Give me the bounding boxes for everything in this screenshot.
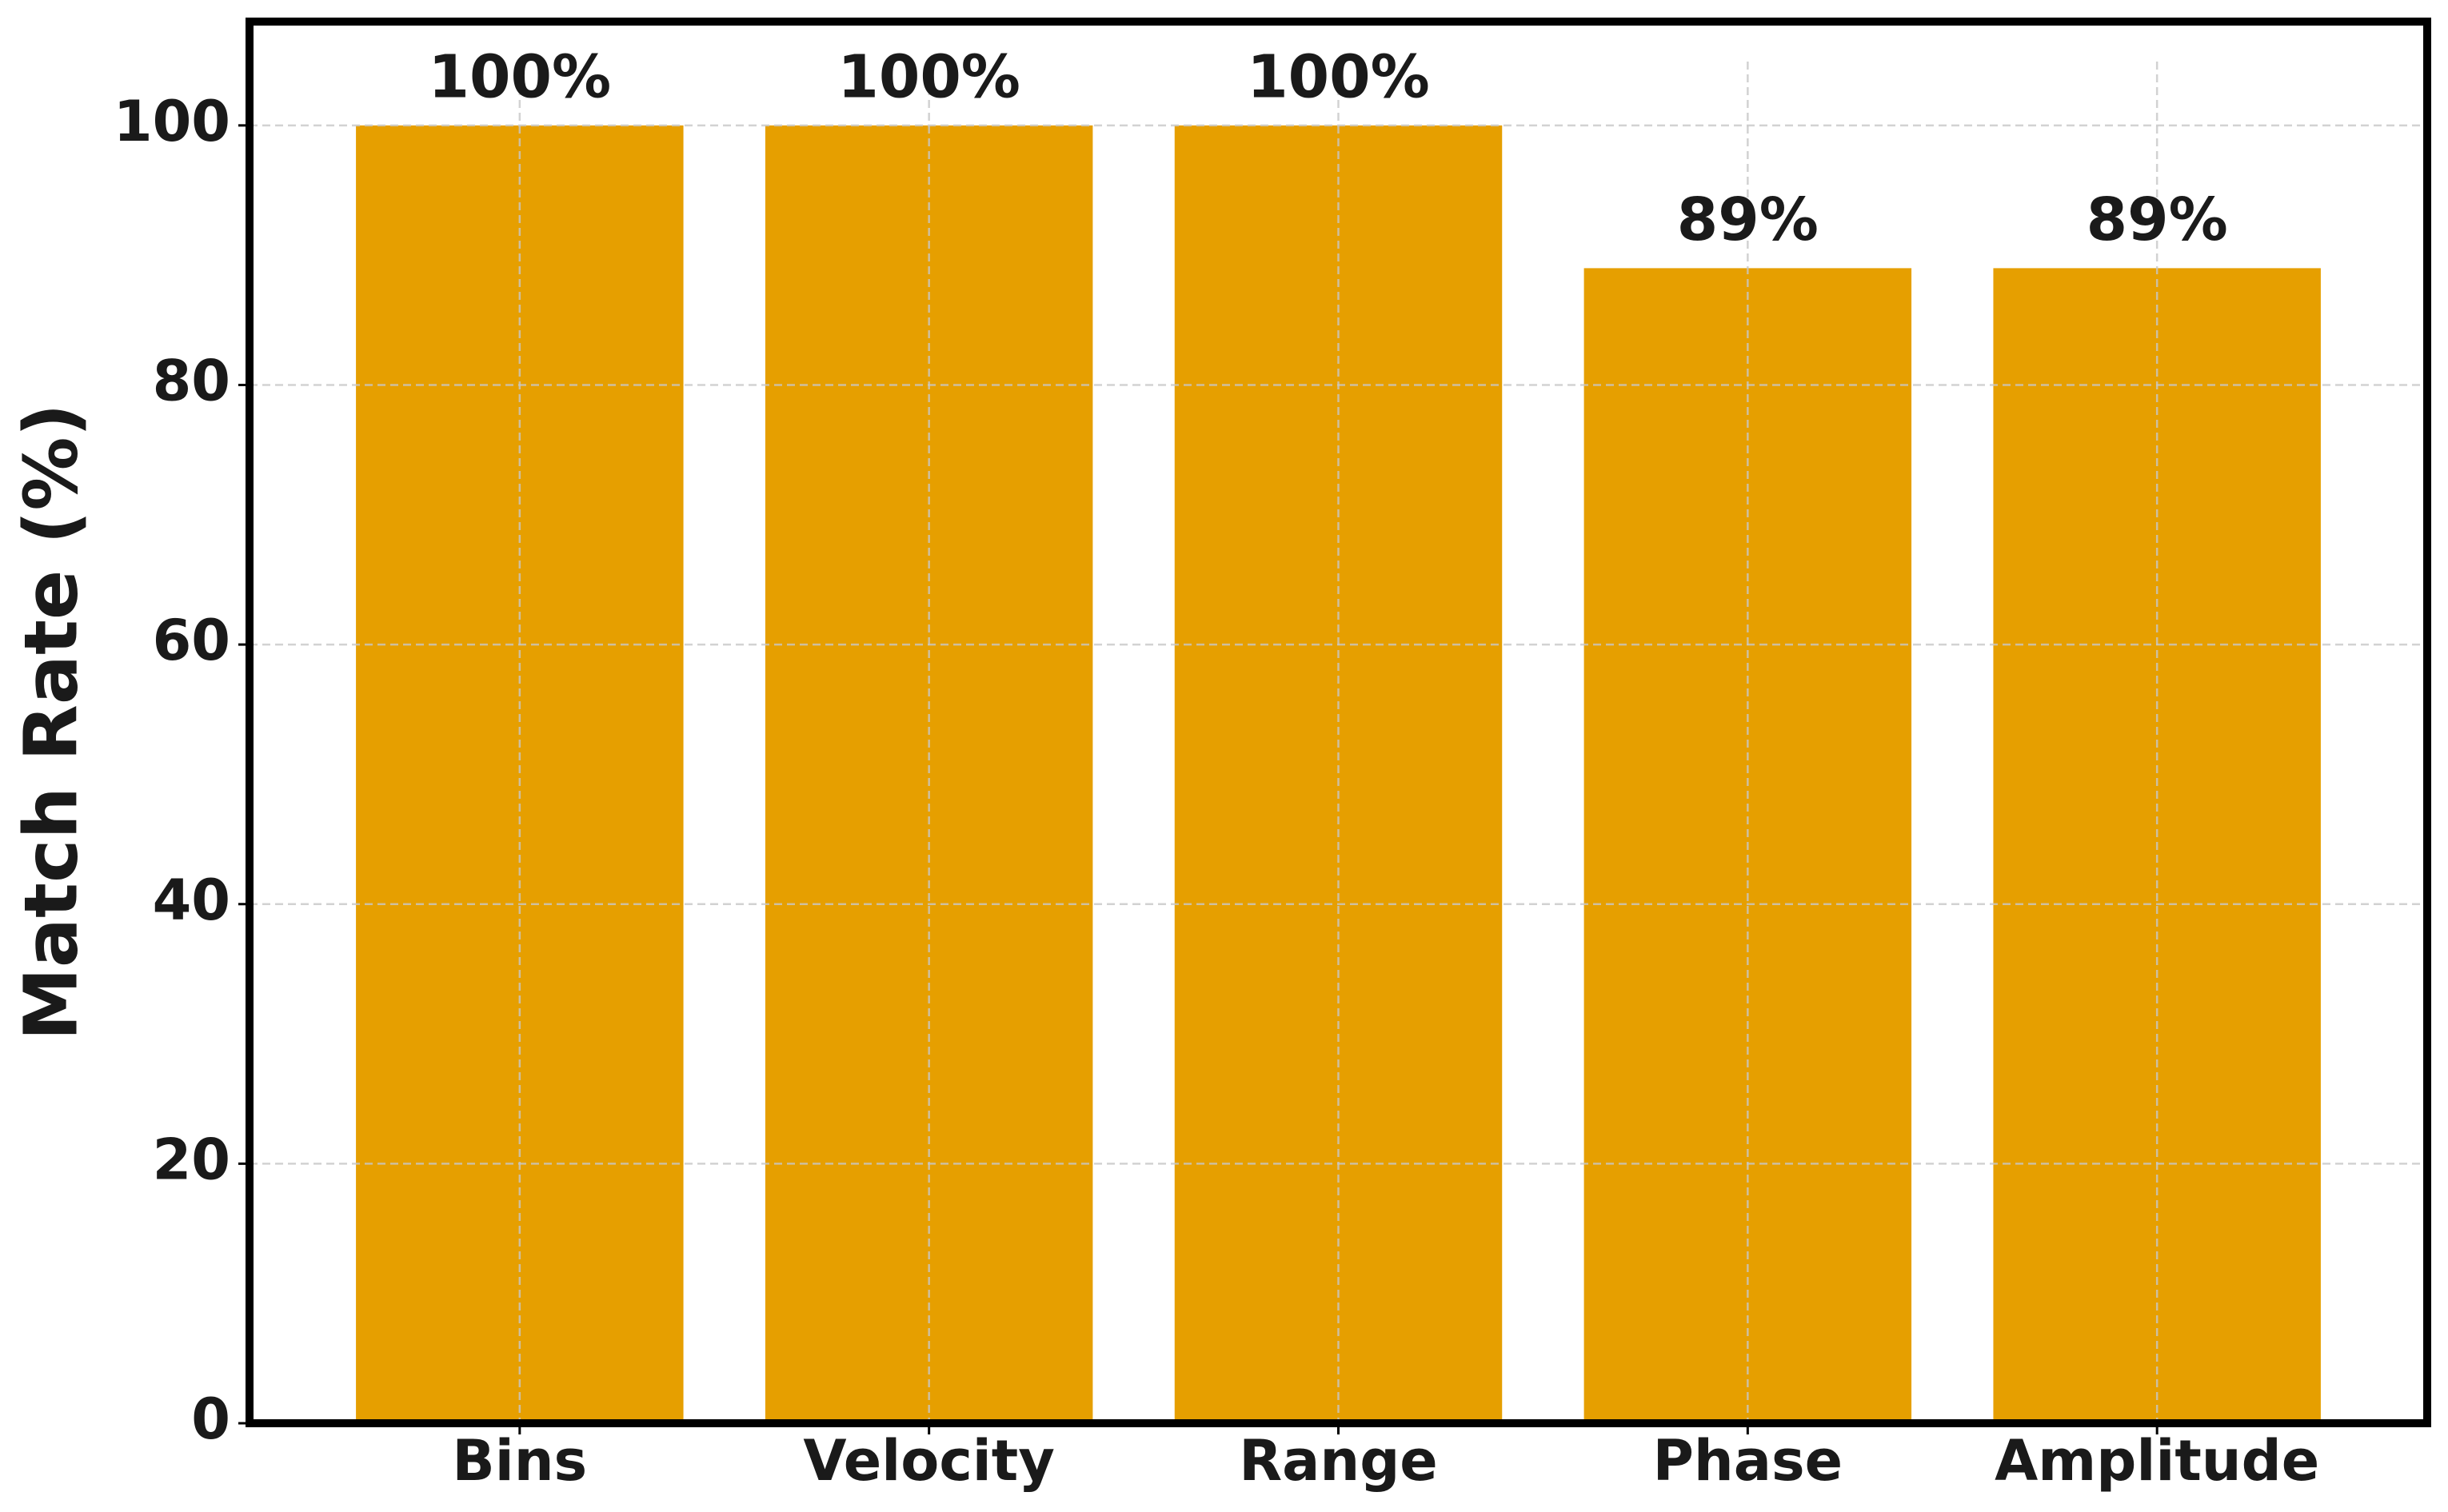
y-axis-label: Match Rate (%)	[8, 403, 94, 1040]
y-tick-label: 100	[114, 89, 230, 154]
y-tick-label: 80	[153, 349, 230, 414]
x-tick-label: Bins	[452, 1428, 587, 1494]
x-tick-label: Amplitude	[1995, 1428, 2319, 1494]
y-tick-label: 20	[153, 1127, 230, 1192]
y-tick-label: 40	[153, 868, 230, 933]
value-label: 100%	[837, 42, 1020, 111]
value-label: 89%	[1677, 186, 1819, 254]
value-label: 100%	[429, 42, 612, 111]
plot-frame	[246, 18, 2431, 1427]
value-label: 89%	[2087, 186, 2228, 254]
x-tick-label: Range	[1239, 1428, 1438, 1494]
x-tick-label: Phase	[1653, 1428, 1843, 1494]
value-label: 100%	[1247, 42, 1430, 111]
y-tick-label: 0	[191, 1386, 230, 1452]
y-tick-label: 60	[153, 608, 230, 673]
x-tick-label: Velocity	[803, 1428, 1055, 1494]
